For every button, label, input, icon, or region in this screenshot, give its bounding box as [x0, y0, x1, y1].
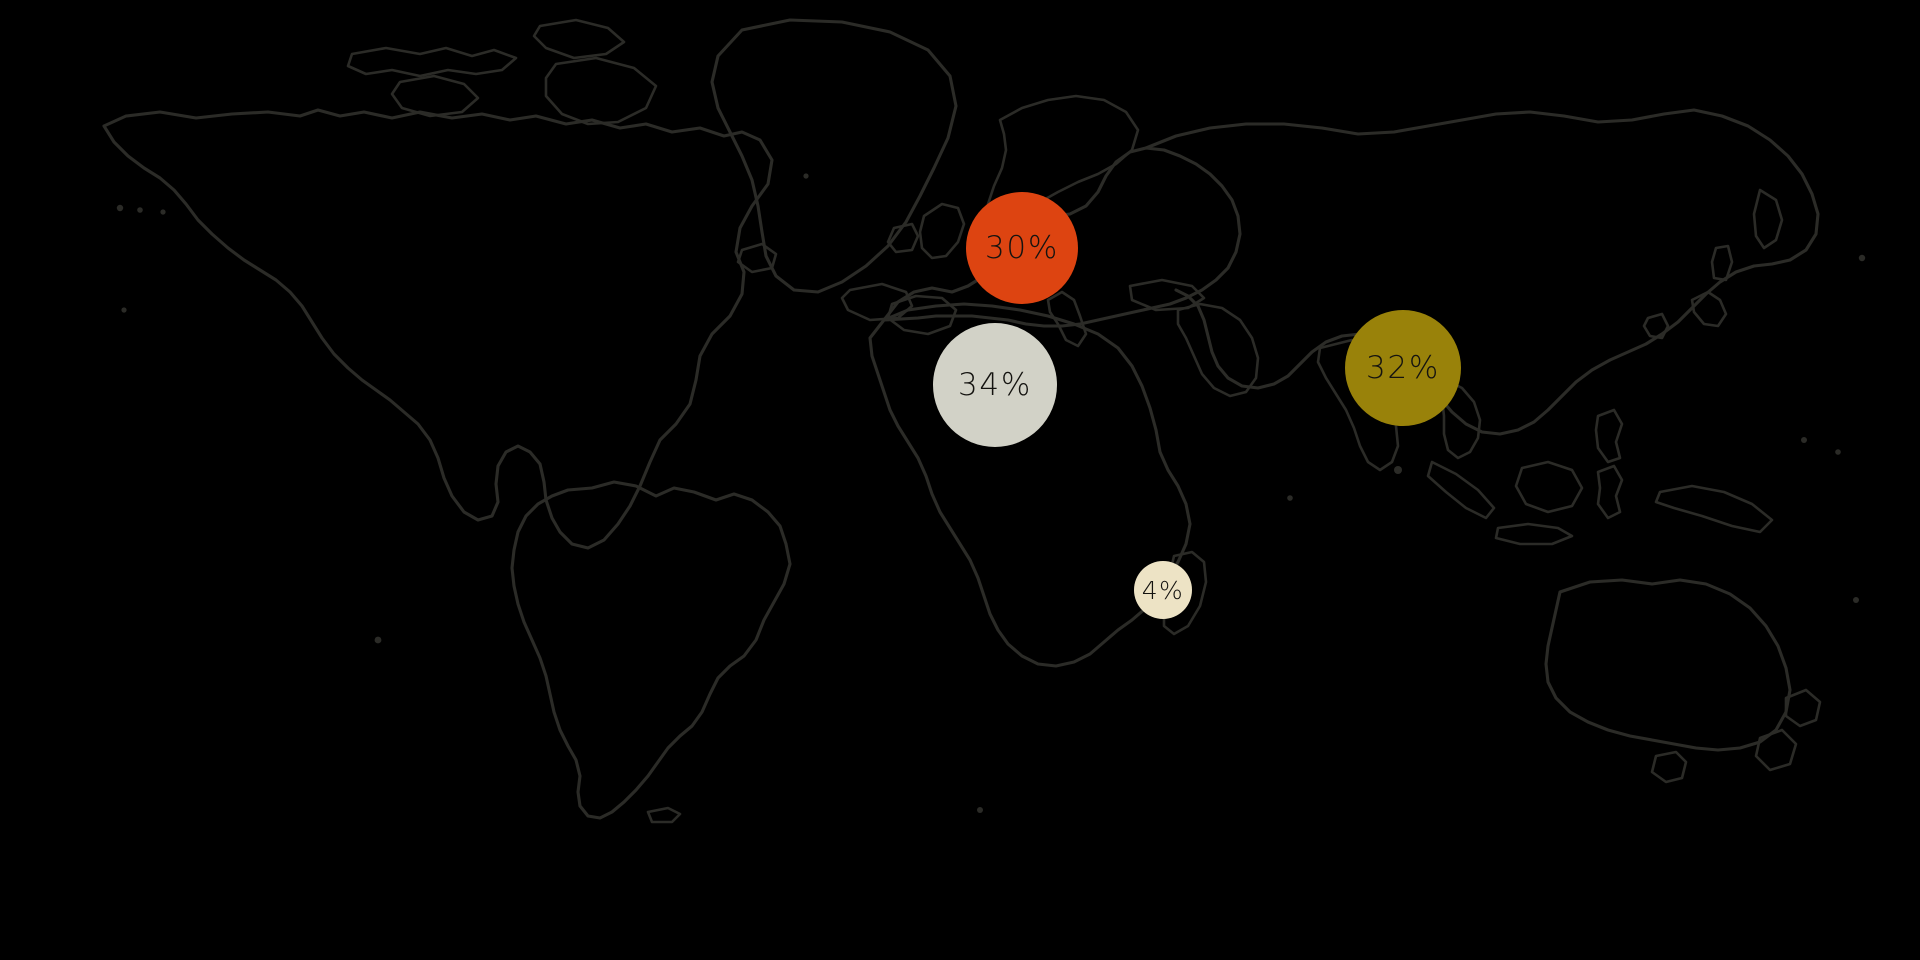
southeast-asia-outline	[1440, 378, 1482, 460]
islet-hawaii	[121, 307, 127, 313]
bubble-north-africa-label: 34%	[957, 366, 1033, 403]
new-guinea-outline	[1654, 484, 1774, 534]
north-america-outline	[102, 108, 774, 550]
bubble-east-africa-label: 4%	[1141, 575, 1185, 605]
bubble-east-africa[interactable]: 4%	[1134, 561, 1192, 619]
islet-pacific-1	[1858, 254, 1866, 262]
sakhalin-outline	[1710, 244, 1734, 282]
japan-outline	[1690, 290, 1728, 328]
bubble-south-asia-label: 32%	[1365, 349, 1441, 386]
islet-sri-lanka	[1394, 466, 1402, 474]
islet-caribbean-2	[137, 207, 143, 213]
ellesmere-island-outline	[532, 18, 626, 60]
asia-outline	[1144, 108, 1820, 436]
falkland-islands-outline	[646, 806, 682, 824]
sumatra-outline	[1426, 460, 1496, 520]
scandinavia-outline	[986, 94, 1140, 232]
new-zealand-south-outline	[1754, 728, 1798, 772]
iberia-outline	[886, 294, 958, 336]
kamchatka-outline	[1752, 188, 1784, 250]
borneo-outline	[1514, 460, 1584, 514]
islet-atlantic-south	[977, 807, 983, 813]
arctic-archipelago-outline	[346, 46, 518, 78]
bubble-north-africa[interactable]: 34%	[933, 323, 1057, 447]
sulawesi-outline	[1596, 464, 1624, 520]
islet-pacific-2	[1801, 437, 1807, 443]
philippines-outline	[1594, 408, 1624, 464]
islet-north-atlantic	[803, 173, 809, 179]
bubble-europe-label: 30%	[984, 229, 1060, 266]
islet-caribbean-3	[160, 209, 166, 215]
italy-outline	[1046, 290, 1088, 348]
british-isles-outline	[918, 202, 966, 260]
islet-indian-ocean	[1287, 495, 1293, 501]
baffin-island-outline	[544, 56, 658, 126]
islet-pacific-3	[1835, 449, 1841, 455]
greenland-outline	[710, 18, 958, 294]
bubble-south-asia[interactable]: 32%	[1345, 310, 1461, 426]
korea-outline	[1642, 312, 1670, 340]
arabia-outline	[1176, 302, 1260, 398]
islet-fiji	[1853, 597, 1859, 603]
africa-outline	[868, 302, 1192, 668]
australia-outline	[1544, 578, 1792, 752]
bubble-europe[interactable]: 30%	[966, 192, 1078, 304]
java-outline	[1494, 522, 1574, 546]
islet-caribbean-1	[116, 204, 124, 212]
victoria-island-outline	[390, 74, 480, 118]
ireland-outline	[886, 222, 920, 254]
south-america-outline	[510, 480, 792, 820]
tasmania-outline	[1650, 750, 1688, 784]
new-zealand-north-outline	[1784, 688, 1822, 728]
islet-galapagos	[374, 636, 382, 644]
